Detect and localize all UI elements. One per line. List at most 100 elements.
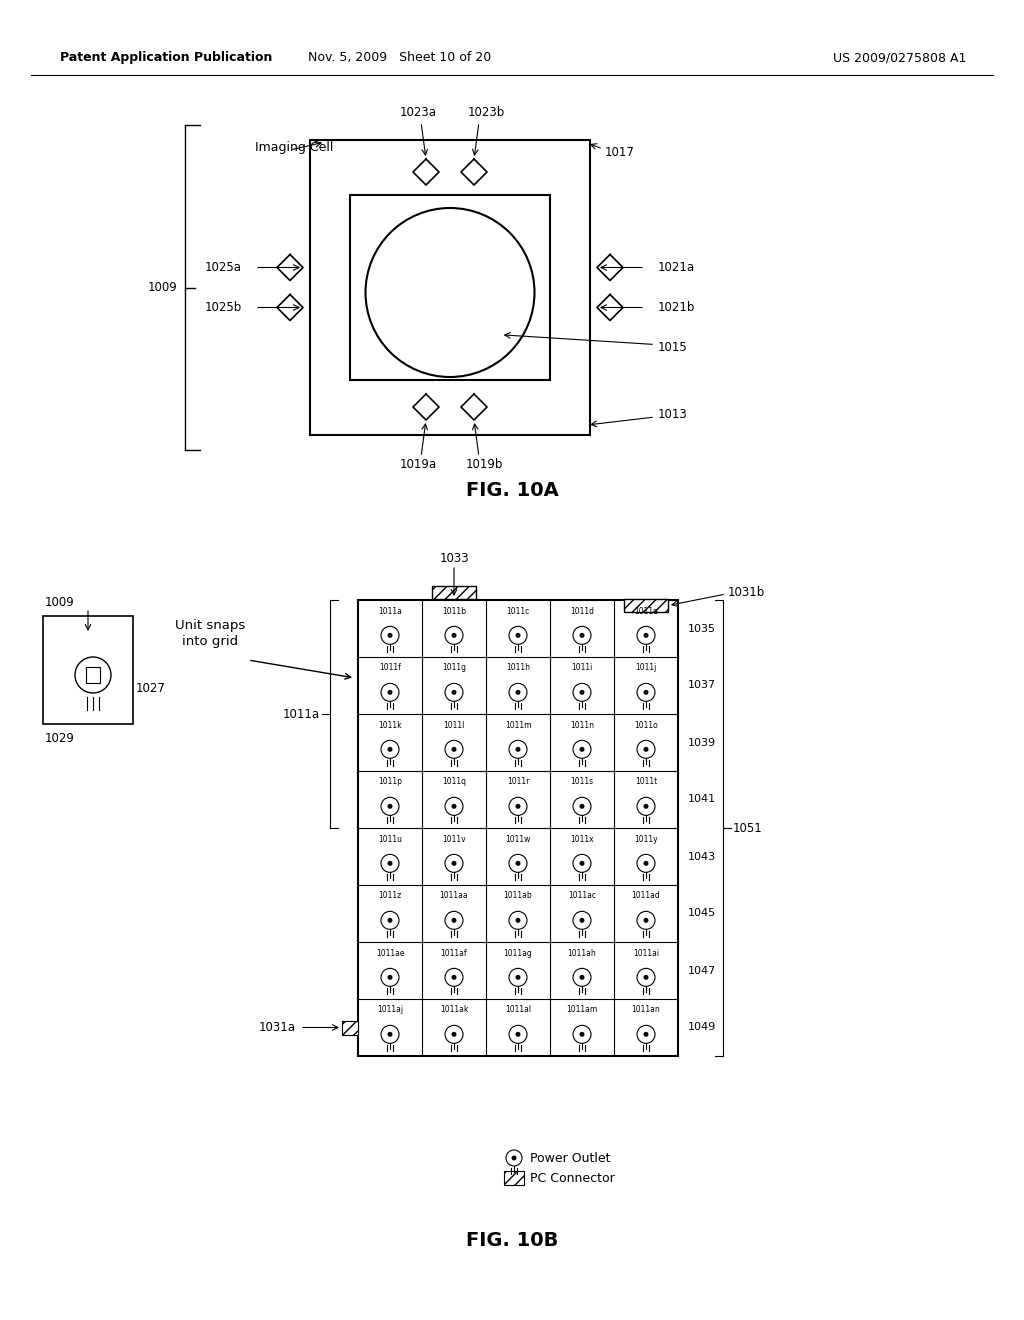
Circle shape	[515, 804, 520, 809]
Text: 1011v: 1011v	[442, 834, 466, 843]
Text: 1011x: 1011x	[570, 834, 594, 843]
Text: 1013: 1013	[658, 408, 688, 421]
Text: 1011e: 1011e	[634, 606, 657, 615]
Circle shape	[387, 1032, 392, 1036]
Bar	[310, 140, 590, 436]
Circle shape	[387, 861, 392, 866]
Text: 1047: 1047	[688, 965, 716, 975]
Bar	[86, 667, 100, 682]
Circle shape	[387, 690, 392, 694]
Text: Power Outlet: Power Outlet	[530, 1151, 610, 1164]
Text: 1011n: 1011n	[570, 721, 594, 730]
Circle shape	[643, 917, 648, 923]
Circle shape	[643, 975, 648, 979]
Circle shape	[452, 747, 457, 752]
Text: 1045: 1045	[688, 908, 716, 919]
Text: 1035: 1035	[688, 623, 716, 634]
Circle shape	[580, 975, 585, 979]
Bar	[43, 616, 133, 723]
Text: 1011p: 1011p	[378, 777, 402, 787]
Text: 1011f: 1011f	[379, 664, 401, 672]
Text: Nov. 5, 2009   Sheet 10 of 20: Nov. 5, 2009 Sheet 10 of 20	[308, 51, 492, 65]
Text: 1011b: 1011b	[442, 606, 466, 615]
Text: 1011h: 1011h	[506, 664, 530, 672]
Circle shape	[580, 861, 585, 866]
Text: 1011c: 1011c	[507, 606, 529, 615]
Circle shape	[452, 804, 457, 809]
Text: 1025b: 1025b	[205, 301, 242, 314]
Text: 1011g: 1011g	[442, 664, 466, 672]
Text: 1011d: 1011d	[570, 606, 594, 615]
Text: 1011ab: 1011ab	[504, 891, 532, 900]
Circle shape	[580, 632, 585, 638]
Circle shape	[387, 804, 392, 809]
Text: 1011af: 1011af	[440, 949, 467, 957]
Text: 1021a: 1021a	[658, 261, 695, 275]
Text: 1015: 1015	[658, 341, 688, 354]
Circle shape	[515, 747, 520, 752]
Circle shape	[452, 1032, 457, 1036]
Text: Unit snaps: Unit snaps	[175, 619, 245, 631]
Circle shape	[643, 632, 648, 638]
Text: 1025a: 1025a	[205, 261, 242, 275]
Text: 1009: 1009	[147, 281, 177, 294]
Circle shape	[387, 747, 392, 752]
Text: 1011r: 1011r	[507, 777, 529, 787]
Text: 1031a: 1031a	[259, 1020, 296, 1034]
Bar	[624, 599, 668, 612]
Circle shape	[387, 975, 392, 979]
Text: 1011ai: 1011ai	[633, 949, 659, 957]
Circle shape	[515, 917, 520, 923]
Text: 1033: 1033	[439, 552, 469, 565]
Circle shape	[452, 975, 457, 979]
Text: 1011aj: 1011aj	[377, 1006, 403, 1015]
Circle shape	[580, 747, 585, 752]
Circle shape	[580, 1032, 585, 1036]
Circle shape	[515, 690, 520, 694]
Circle shape	[387, 917, 392, 923]
Text: 1011al: 1011al	[505, 1006, 531, 1015]
Text: 1039: 1039	[688, 738, 716, 747]
Text: 1011y: 1011y	[634, 834, 657, 843]
Circle shape	[452, 690, 457, 694]
Circle shape	[580, 917, 585, 923]
Text: 1043: 1043	[688, 851, 716, 862]
Text: 1011am: 1011am	[566, 1006, 598, 1015]
Text: 1011o: 1011o	[634, 721, 657, 730]
Text: 1011ah: 1011ah	[567, 949, 596, 957]
Text: 1041: 1041	[688, 795, 716, 804]
Circle shape	[512, 1155, 516, 1160]
Text: 1011ae: 1011ae	[376, 949, 404, 957]
Text: 1011t: 1011t	[635, 777, 657, 787]
Bar	[504, 1171, 524, 1185]
Circle shape	[643, 804, 648, 809]
Text: Patent Application Publication: Patent Application Publication	[60, 51, 272, 65]
Text: 1011i: 1011i	[571, 664, 593, 672]
Text: 1027: 1027	[136, 681, 166, 694]
Circle shape	[643, 690, 648, 694]
Circle shape	[643, 861, 648, 866]
Text: 1023a: 1023a	[399, 106, 436, 119]
Circle shape	[515, 632, 520, 638]
Text: 1011an: 1011an	[632, 1006, 660, 1015]
Text: 1011l: 1011l	[443, 721, 465, 730]
Bar	[432, 586, 476, 599]
Text: 1019a: 1019a	[399, 458, 436, 471]
Text: 1011u: 1011u	[378, 834, 402, 843]
Circle shape	[643, 747, 648, 752]
Circle shape	[643, 1032, 648, 1036]
Circle shape	[515, 861, 520, 866]
Text: 1011aa: 1011aa	[439, 891, 468, 900]
Text: 1009: 1009	[45, 595, 75, 609]
Circle shape	[515, 1032, 520, 1036]
Bar	[358, 601, 678, 1056]
Text: 1021b: 1021b	[658, 301, 695, 314]
Text: 1011ag: 1011ag	[504, 949, 532, 957]
Text: 1011ad: 1011ad	[632, 891, 660, 900]
Text: 1011ac: 1011ac	[568, 891, 596, 900]
Text: 1011q: 1011q	[442, 777, 466, 787]
Text: 1011m: 1011m	[505, 721, 531, 730]
Text: into grid: into grid	[182, 635, 238, 648]
Circle shape	[452, 917, 457, 923]
Text: FIG. 10B: FIG. 10B	[466, 1230, 558, 1250]
